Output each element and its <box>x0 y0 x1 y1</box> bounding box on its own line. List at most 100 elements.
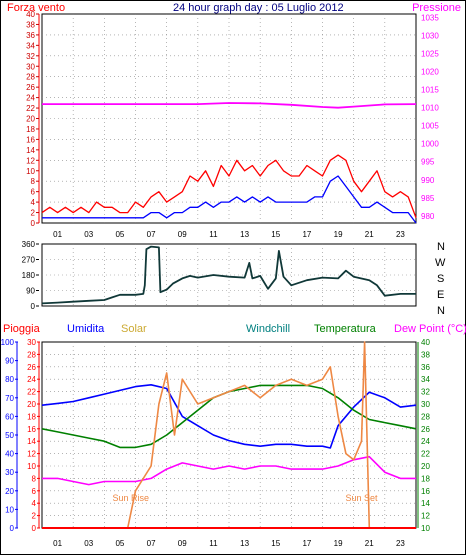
wind-left-tick: 14 <box>26 146 35 155</box>
wind-x-tick: 07 <box>147 230 156 239</box>
legend-temperatura: Temperatura <box>314 323 377 335</box>
wind-x-tick: 01 <box>53 230 62 239</box>
direction-left-tick: 270 <box>22 256 36 265</box>
wind-left-tick: 6 <box>31 188 36 197</box>
wind-left-tick: 38 <box>26 20 35 29</box>
weather-series-humidity <box>41 383 417 449</box>
direction-left-tick: 180 <box>22 271 36 280</box>
pressure-right-tick: 1015 <box>421 86 439 95</box>
temp-tick: 20 <box>421 462 430 471</box>
temp-tick: 34 <box>421 375 430 384</box>
wind-x-tick: 15 <box>271 230 280 239</box>
legend-umidita: Umidita <box>67 323 105 335</box>
rain-tick: 10 <box>27 462 36 471</box>
rain-tick: 16 <box>27 425 36 434</box>
wind-x-tick: 03 <box>84 230 93 239</box>
temp-tick: 28 <box>421 412 430 421</box>
wind-x-tick: 11 <box>209 230 218 239</box>
weather-x-tick: 03 <box>84 539 93 548</box>
pressure-right-tick: 990 <box>421 176 435 185</box>
weather-x-tick: 19 <box>334 539 343 548</box>
humidity-tick: 50 <box>5 431 14 440</box>
weather-x-tick: 07 <box>147 539 156 548</box>
pressure-right-tick: 995 <box>421 158 435 167</box>
temp-tick: 12 <box>421 512 430 521</box>
pressure-right-tick: 1010 <box>421 104 439 113</box>
wind-left-tick: 26 <box>26 83 35 92</box>
weather-series-solar <box>42 341 416 529</box>
rain-tick: 22 <box>27 388 36 397</box>
rain-tick: 28 <box>27 350 36 359</box>
wind-left-tick: 36 <box>26 31 35 40</box>
rain-tick: 6 <box>32 487 37 496</box>
humidity-tick: 90 <box>5 357 14 366</box>
humidity-tick: 60 <box>5 412 14 421</box>
wind-left-tick: 40 <box>26 10 35 19</box>
weather-x-tick: 11 <box>209 539 218 548</box>
wind-left-tick: 28 <box>26 73 35 82</box>
wind-left-tick: 2 <box>31 209 36 218</box>
wind-left-tick: 30 <box>26 62 35 71</box>
wind-x-tick: 17 <box>302 230 311 239</box>
temp-tick: 40 <box>421 338 430 347</box>
wind-x-tick: 23 <box>396 230 405 239</box>
rain-tick: 0 <box>32 524 37 533</box>
temp-tick: 18 <box>421 474 430 483</box>
rain-tick: 18 <box>27 412 36 421</box>
rain-tick: 26 <box>27 363 36 372</box>
temp-tick: 22 <box>421 450 430 459</box>
direction-left-tick: 0 <box>31 302 36 311</box>
temp-tick: 36 <box>421 363 430 372</box>
weather-x-tick: 21 <box>365 539 374 548</box>
wind-series-speed <box>42 175 417 224</box>
humidity-tick: 30 <box>5 468 14 477</box>
sun-annotation-0: Sun Rise <box>113 493 150 503</box>
temp-tick: 38 <box>421 350 430 359</box>
direction-label-w: W <box>435 257 446 269</box>
temp-tick: 14 <box>421 499 430 508</box>
wind-x-tick: 09 <box>178 230 187 239</box>
pressure-right-tick: 1020 <box>421 68 439 77</box>
rain-tick: 12 <box>27 450 36 459</box>
wind-left-tick: 12 <box>26 156 35 165</box>
pressure-right-tick: 1035 <box>421 14 439 23</box>
legend-solar: Solar <box>121 323 147 335</box>
weather-x-tick: 05 <box>115 539 124 548</box>
wind-x-tick: 19 <box>334 230 343 239</box>
pressure-right-tick: 1030 <box>421 32 439 41</box>
pressure-axis-label: Pressione <box>412 2 461 14</box>
humidity-tick: 20 <box>5 487 14 496</box>
rain-tick: 2 <box>32 512 37 521</box>
weather-x-tick: 01 <box>53 539 62 548</box>
wind-left-tick: 18 <box>26 125 35 134</box>
wind-series-pressure <box>42 102 417 109</box>
wind-left-tick: 0 <box>31 219 36 228</box>
direction-label-n-top: N <box>437 241 445 253</box>
temp-tick: 32 <box>421 388 430 397</box>
wind-x-tick: 13 <box>240 230 249 239</box>
humidity-tick: 100 <box>1 338 15 347</box>
temp-tick: 26 <box>421 425 430 434</box>
direction-series-direction <box>41 245 416 305</box>
humidity-tick: 80 <box>5 375 14 384</box>
humidity-tick: 70 <box>5 394 14 403</box>
wind-left-tick: 8 <box>31 177 36 186</box>
wind-left-tick: 20 <box>26 115 35 124</box>
weather-x-tick: 15 <box>271 539 280 548</box>
weather-x-tick: 23 <box>396 539 405 548</box>
rain-tick: 14 <box>27 437 36 446</box>
temp-tick: 30 <box>421 400 430 409</box>
legend-pioggia: Pioggia <box>3 323 41 335</box>
sun-annotation-1: Sun Set <box>345 493 378 503</box>
direction-label-e: E <box>437 289 444 301</box>
pressure-right-tick: 1000 <box>421 140 439 149</box>
wind-left-tick: 22 <box>26 104 35 113</box>
direction-left-tick: 90 <box>26 287 35 296</box>
pressure-right-tick: 1005 <box>421 122 439 131</box>
temp-tick: 10 <box>421 524 430 533</box>
humidity-tick: 40 <box>5 450 14 459</box>
direction-label-s: S <box>437 273 444 285</box>
legend-windchill: Windchill <box>246 323 290 335</box>
